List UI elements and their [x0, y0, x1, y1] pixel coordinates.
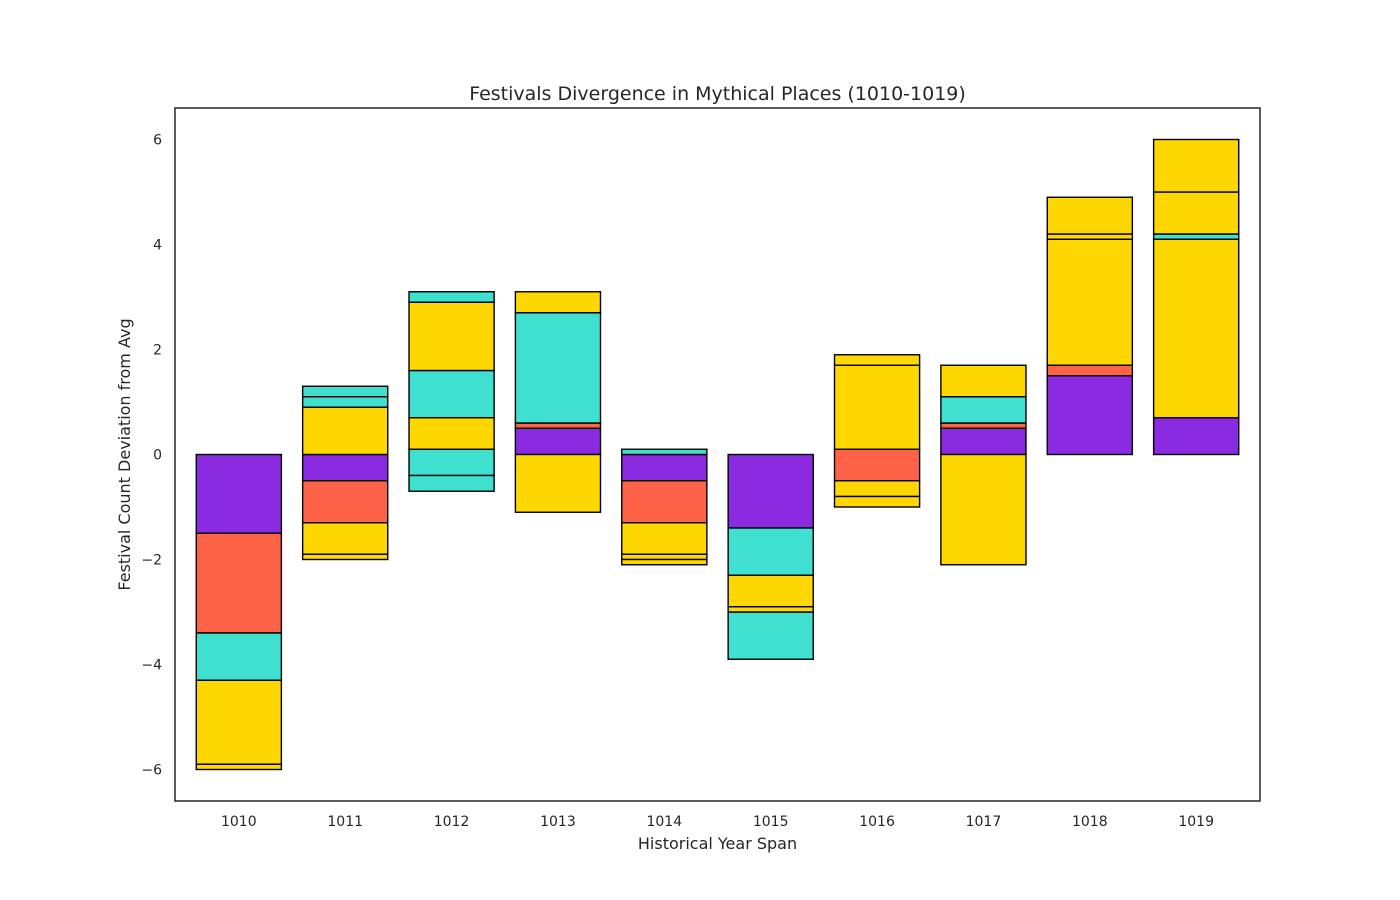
- x-tick-label: 1018: [1072, 814, 1108, 830]
- bar-segment-1014-s0-0: [621, 453, 708, 482]
- y-axis-label: Festival Count Deviation from Avg: [115, 318, 134, 590]
- bar-segment-1017-s3-0: [940, 453, 1027, 566]
- bar-segment-1014-s2-0: [621, 448, 708, 456]
- bar-segment-1015-s2-1: [727, 611, 814, 660]
- x-tick-label: 1012: [434, 814, 470, 830]
- bar-segment-1019-s3-1: [1152, 191, 1240, 235]
- bar-segment-1011-s3-0: [301, 406, 389, 456]
- bar-segment-1014-s3-1: [621, 553, 708, 561]
- y-tick-label: −6: [141, 763, 162, 779]
- x-tick-label: 1015: [753, 814, 789, 830]
- bar-segment-1011-s3-2: [301, 553, 389, 561]
- x-tick-label: 1017: [966, 814, 1002, 830]
- x-tick-label: 1011: [327, 814, 363, 830]
- ticks-layer: 1010 1011 1012 1013 1014 1015 1016 1017 1018 1019…: [141, 133, 1214, 831]
- bar-segment-1017-s2-0: [940, 396, 1027, 424]
- bar-segment-1011-s3-1: [301, 522, 389, 555]
- bar-segment-1013-s2-0: [514, 312, 602, 424]
- bar-segment-1014-s3-0: [621, 522, 708, 555]
- bar-segment-1010-s3-0: [195, 679, 283, 765]
- bar-segment-1013-s0-0: [514, 427, 602, 456]
- y-tick-label: 0: [153, 448, 162, 464]
- bar-segment-1011-s2-0: [301, 385, 389, 398]
- bar-segment-1013-s3-0: [514, 453, 602, 513]
- bar-segment-1019-s0-0: [1152, 417, 1240, 456]
- bar-segment-1018-s3-1: [1046, 233, 1134, 240]
- bar-segment-1017-s3-1: [940, 364, 1027, 398]
- bar-segment-1019-s3-0: [1152, 238, 1240, 419]
- bar-segment-1011-s0-0: [301, 453, 389, 482]
- bar-segment-1015-s0-0: [727, 453, 814, 529]
- bar-segment-1010-s1-0: [195, 532, 283, 634]
- x-tick-label: 1019: [1178, 814, 1214, 830]
- bar-segment-1015-s2-0: [727, 527, 814, 576]
- bar-segment-1013-s3-1: [514, 291, 602, 314]
- bar-segment-1017-s1-0: [940, 422, 1027, 429]
- bar-segment-1013-s1-0: [514, 422, 602, 429]
- y-tick-label: −2: [141, 553, 162, 569]
- bar-segment-1014-s3-2: [621, 558, 708, 566]
- bar-segment-1012-s3-1: [408, 301, 495, 372]
- x-tick-label: 1014: [646, 814, 682, 830]
- bar-segment-1016-s1-0: [833, 448, 921, 482]
- bar-segment-1016-s3-0: [833, 480, 921, 498]
- bar-segment-1018-s0-0: [1046, 375, 1134, 456]
- bar-segment-1014-s1-0: [621, 480, 708, 524]
- x-tick-label: 1016: [859, 814, 895, 830]
- x-tick-label: 1010: [221, 814, 257, 830]
- y-tick-label: 2: [153, 343, 162, 359]
- bar-segment-1010-s2-0: [195, 632, 283, 681]
- bar-segment-1019-s2-0: [1152, 233, 1240, 240]
- bar-segment-1015-s3-0: [727, 574, 814, 608]
- bar-segment-1018-s1-0: [1046, 364, 1134, 377]
- bar-segment-1012-s2-1: [408, 474, 495, 492]
- bar-segment-1012-s2-3: [408, 369, 495, 419]
- bar-segment-1010-s0-0: [195, 453, 283, 534]
- bar-segment-1019-s3-2: [1152, 138, 1240, 193]
- bar-segment-1016-s3-2: [833, 364, 921, 450]
- y-tick-label: 6: [153, 133, 162, 149]
- bar-segment-1016-s3-1: [833, 495, 921, 508]
- y-tick-label: −4: [141, 658, 162, 674]
- x-tick-label: 1013: [540, 814, 576, 830]
- bar-segment-1010-s3-1: [195, 763, 283, 771]
- bar-segment-1012-s2-0: [408, 448, 495, 477]
- bar-segment-1015-s3-1: [727, 606, 814, 613]
- bar-segment-1017-s0-0: [940, 427, 1027, 456]
- x-axis-label: Historical Year Span: [638, 834, 797, 853]
- chart-title: Festivals Divergence in Mythical Places …: [469, 83, 966, 105]
- bar-segment-1012-s3-0: [408, 417, 495, 450]
- bar-segment-1012-s2-2: [408, 291, 495, 303]
- y-tick-label: 4: [153, 238, 162, 254]
- bar-segment-1011-s2-1: [301, 396, 389, 408]
- bar-segment-1011-s1-0: [301, 480, 389, 524]
- bar-segment-1018-s3-0: [1046, 238, 1134, 366]
- plot-frame: [174, 107, 1261, 802]
- bars-layer: [195, 138, 1240, 771]
- bar-segment-1016-s3-3: [833, 354, 921, 366]
- bar-segment-1018-s3-2: [1046, 196, 1134, 235]
